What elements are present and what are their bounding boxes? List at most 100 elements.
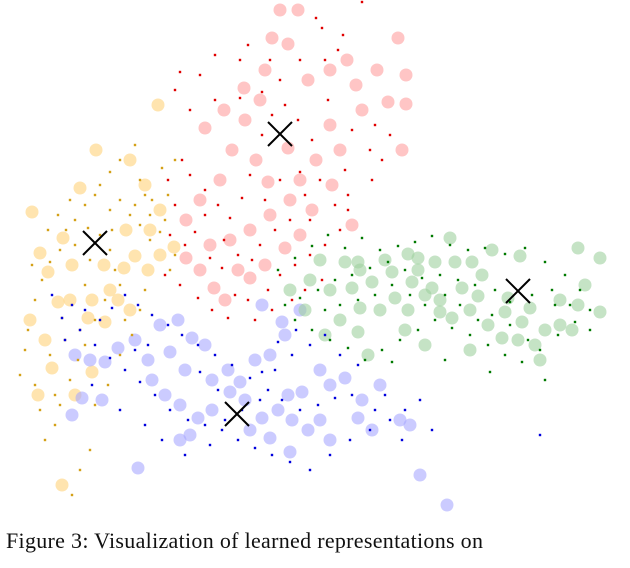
cluster-0-dot-point	[160, 166, 164, 170]
cluster-0-circle-point	[111, 293, 125, 307]
cluster-1-circle-point	[198, 121, 212, 135]
cluster-3-dot-point	[408, 293, 412, 297]
cluster-3-dot-point	[493, 288, 497, 292]
cluster-0-circle-point	[73, 181, 87, 195]
cluster-3-dot-point	[526, 338, 530, 342]
cluster-3-dot-point	[538, 348, 542, 352]
cluster-2-circle-point	[145, 373, 159, 387]
cluster-2-circle-point	[295, 385, 309, 399]
cluster-1-dot-point	[370, 178, 374, 182]
cluster-2-dot-point	[168, 408, 172, 412]
cluster-2-dot-point	[196, 343, 200, 347]
cluster-1-dot-point	[308, 253, 312, 257]
cluster-3-circle-point	[398, 323, 412, 337]
cluster-2-dot-point	[220, 428, 224, 432]
cluster-1-dot-point	[228, 216, 232, 220]
cluster-0-circle-point	[56, 231, 70, 245]
cluster-0-dot-point	[48, 260, 52, 264]
cluster-3-dot-point	[310, 244, 314, 248]
cluster-2-circle-point	[278, 328, 292, 342]
cluster-1-circle-point	[249, 153, 263, 167]
cluster-2-dot-point	[270, 453, 274, 457]
cluster-2-dot-point	[166, 323, 170, 327]
cluster-3-dot-point	[553, 303, 557, 307]
cluster-0-circle-point	[31, 388, 45, 402]
cluster-2-dot-point	[198, 370, 202, 374]
cluster-1-dot-point	[323, 58, 327, 62]
cluster-0-dot-point	[68, 198, 72, 202]
cluster-3-dot-point	[503, 353, 507, 357]
cluster-0-circle-point	[138, 178, 152, 192]
cluster-1-dot-point	[380, 158, 384, 162]
cluster-0-dot-point	[56, 213, 60, 217]
cluster-3-circle-point	[425, 281, 439, 295]
cluster-2-dot-point	[248, 376, 252, 380]
cluster-3-circle-point	[571, 298, 585, 312]
cluster-3-dot-point	[310, 328, 314, 332]
cluster-2-dot-point	[160, 438, 164, 442]
cluster-2-circle-point	[68, 348, 82, 362]
cluster-0-dot-point	[46, 228, 50, 232]
cluster-3-dot-point	[328, 338, 332, 342]
cluster-3-circle-point	[401, 247, 415, 261]
cluster-1-dot-point	[368, 148, 372, 152]
cluster-1-dot-point	[260, 90, 264, 94]
cluster-3-circle-point	[365, 275, 379, 289]
cluster-1-dot-point	[166, 178, 170, 182]
cluster-1-circle-point	[243, 271, 257, 285]
cluster-2-dot-point	[180, 333, 184, 337]
cluster-3-circle-point	[303, 273, 317, 287]
cluster-1-dot-point	[318, 178, 322, 182]
cluster-1-circle-point	[258, 258, 272, 272]
cluster-1-circle-point	[340, 53, 354, 67]
cluster-2-circle-point	[243, 423, 257, 437]
cluster-2-dot-point	[368, 428, 372, 432]
cluster-2-dot-point	[123, 368, 127, 372]
cluster-2-circle-point	[163, 345, 177, 359]
cluster-1-circle-point	[253, 93, 267, 107]
cluster-0-dot-point	[93, 193, 97, 197]
cluster-2-circle-point	[233, 375, 247, 389]
cluster-1-dot-point	[173, 88, 177, 92]
cluster-1-circle-point	[278, 241, 292, 255]
cluster-3-circle-point	[498, 305, 512, 319]
cluster-1-dot-point	[210, 308, 214, 312]
cluster-1-dot-point	[233, 293, 237, 297]
cluster-0-dot-point	[73, 218, 77, 222]
cluster-1-circle-point	[333, 143, 347, 157]
cluster-0-dot-point	[68, 378, 72, 382]
cluster-0-dot-point	[133, 143, 137, 147]
cluster-2-dot-point	[430, 428, 434, 432]
cluster-3-dot-point	[356, 298, 360, 302]
cluster-2-circle-point	[223, 385, 237, 399]
cluster-2-dot-point	[138, 380, 142, 384]
cluster-3-dot-point	[578, 288, 582, 292]
cluster-1-dot-point	[240, 196, 244, 200]
cluster-3-circle-point	[428, 255, 442, 269]
cluster-0-dot-point	[130, 333, 134, 337]
cluster-3-dot-point	[543, 260, 547, 264]
cluster-0-dot-point	[33, 298, 37, 302]
cluster-2-circle-point	[158, 388, 172, 402]
cluster-2-circle-point	[413, 468, 427, 482]
cluster-3-circle-point	[528, 338, 542, 352]
cluster-1-dot-point	[388, 133, 392, 137]
cluster-2-circle-point	[301, 423, 315, 437]
cluster-0-dot-point	[18, 373, 22, 377]
cluster-2-circle-point	[440, 498, 454, 512]
cluster-1-dot-point	[216, 203, 220, 207]
cluster-1-dot-point	[336, 48, 340, 52]
cluster-3-circle-point	[351, 325, 365, 339]
cluster-2-circle-point	[83, 353, 97, 367]
cluster-1-dot-point	[260, 133, 264, 137]
cluster-3-dot-point	[390, 360, 394, 364]
cluster-2-dot-point	[316, 403, 320, 407]
cluster-0-dot-point	[33, 383, 37, 387]
cluster-1-dot-point	[250, 258, 254, 262]
cluster-1-dot-point	[258, 243, 262, 247]
cluster-0-dot-point	[30, 263, 34, 267]
cluster-0-circle-point	[55, 478, 69, 492]
cluster-2-dot-point	[400, 438, 404, 442]
cluster-0-dot-point	[143, 193, 147, 197]
cluster-2-circle-point	[283, 445, 297, 459]
